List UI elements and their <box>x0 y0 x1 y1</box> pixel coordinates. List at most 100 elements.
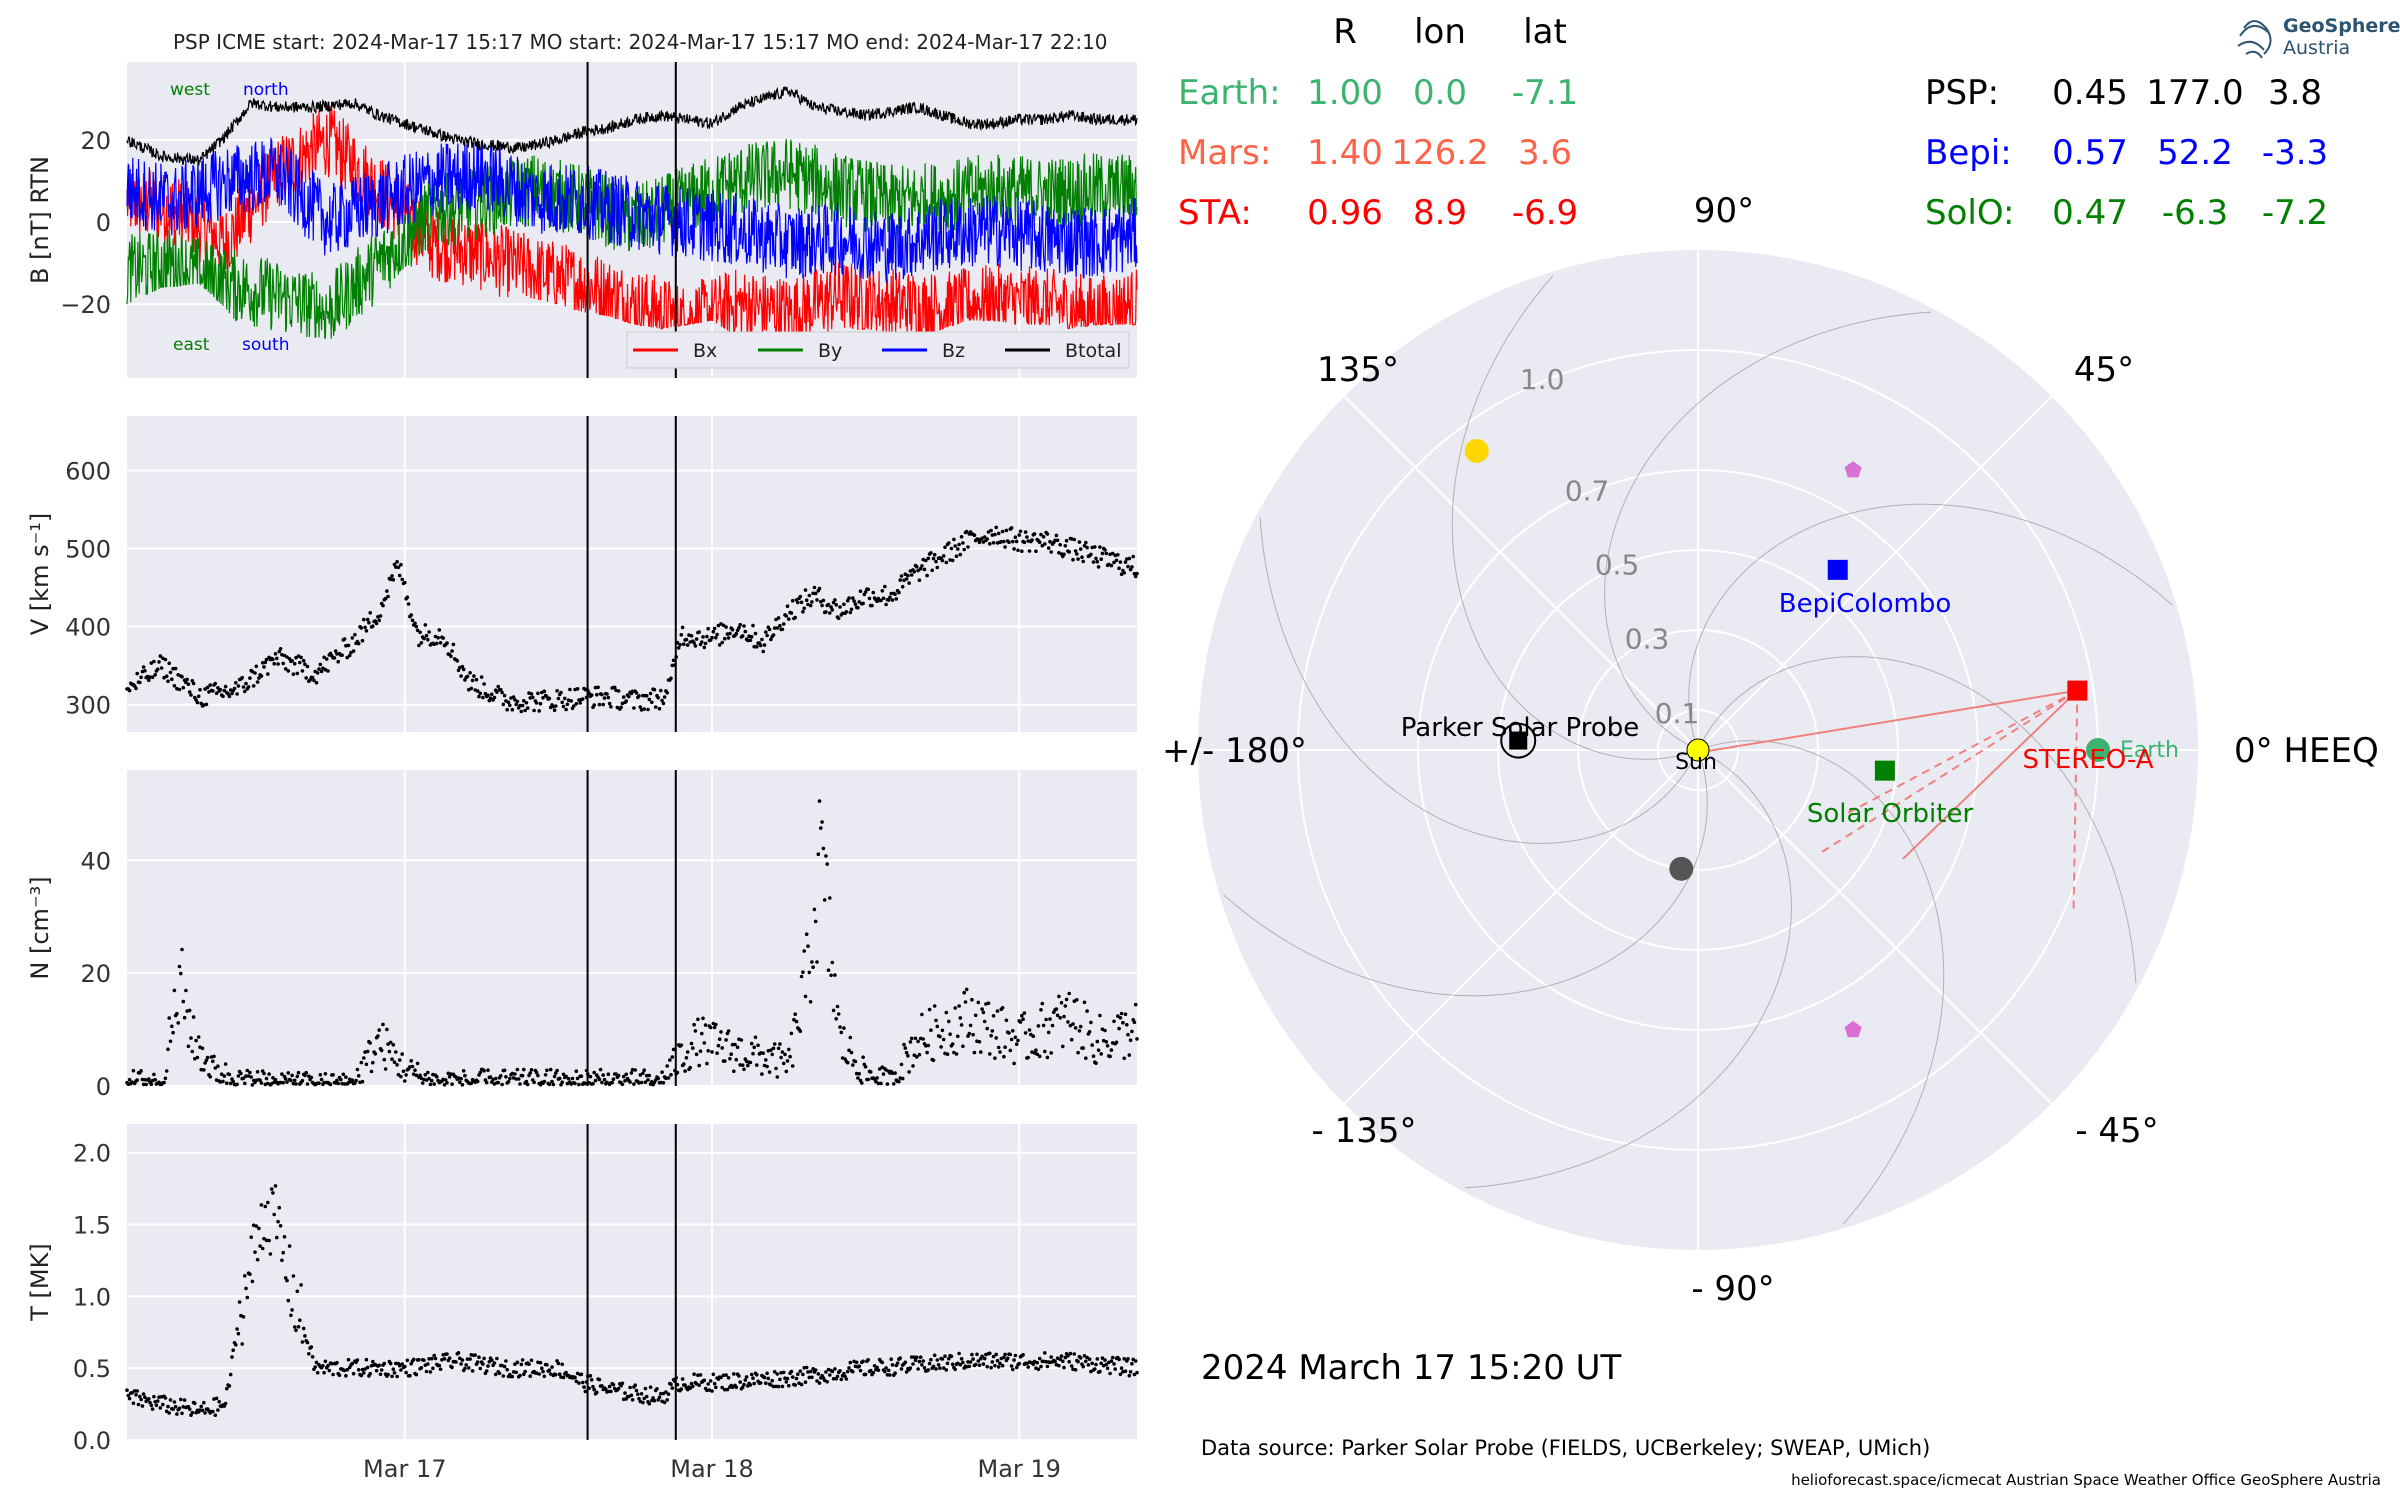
data-point <box>1098 1013 1102 1018</box>
parker-spiral-line <box>1465 753 1792 1189</box>
data-point <box>821 598 826 603</box>
data-point <box>484 1369 489 1373</box>
data-point <box>441 636 446 640</box>
data-point <box>386 1372 390 1377</box>
data-point <box>838 605 842 609</box>
data-point <box>1063 544 1068 548</box>
data-point <box>972 1050 977 1055</box>
data-point <box>941 554 946 558</box>
data-point <box>525 1082 530 1087</box>
data-point <box>665 1398 669 1402</box>
data-point <box>760 637 764 642</box>
data-point <box>386 594 390 599</box>
data-point <box>253 671 257 675</box>
data-point <box>844 1377 849 1381</box>
data-point <box>240 1342 244 1346</box>
data-point <box>908 1040 913 1044</box>
data-point <box>642 1068 646 1072</box>
data-point <box>300 669 305 673</box>
data-point <box>373 1362 378 1367</box>
data-point <box>1011 539 1015 544</box>
data-point <box>712 1381 717 1386</box>
data-point <box>1027 1028 1032 1032</box>
stereo-a-fov-line <box>1820 689 2078 854</box>
data-point <box>469 1081 474 1085</box>
position-r: 0.45 <box>2052 73 2128 113</box>
data-point <box>991 1014 996 1018</box>
legend-label-bz: Bz <box>942 340 965 362</box>
data-point <box>482 1356 486 1361</box>
data-point <box>400 1362 405 1366</box>
data-point <box>606 1072 611 1076</box>
data-point <box>1080 555 1084 559</box>
data-point <box>868 1070 873 1074</box>
data-point <box>1098 545 1102 549</box>
data-point <box>904 577 909 581</box>
data-point <box>542 1079 547 1084</box>
data-point <box>879 1081 883 1086</box>
data-point <box>1076 1359 1080 1364</box>
data-point <box>868 1368 873 1373</box>
data-point <box>561 704 566 709</box>
data-point <box>463 1073 467 1078</box>
data-point <box>921 1037 925 1041</box>
data-point <box>362 617 366 622</box>
data-point <box>656 1076 660 1081</box>
data-point <box>392 1371 397 1375</box>
data-point <box>1087 1030 1092 1034</box>
data-point <box>884 1366 888 1370</box>
data-point <box>315 671 320 675</box>
data-point <box>225 1386 229 1391</box>
data-point <box>1130 1361 1134 1366</box>
data-point <box>876 1368 881 1372</box>
data-point <box>267 1072 271 1076</box>
data-point <box>1063 1355 1068 1360</box>
data-point <box>817 586 822 591</box>
data-point <box>486 1068 490 1072</box>
data-point <box>835 1004 840 1009</box>
data-point <box>1084 1056 1088 1060</box>
data-point <box>977 1363 982 1367</box>
data-point <box>877 1067 882 1071</box>
data-point <box>952 1050 956 1055</box>
data-point <box>568 687 572 692</box>
data-point <box>312 678 316 683</box>
data-point <box>255 1257 260 1262</box>
data-point <box>1076 557 1080 561</box>
data-point <box>236 1331 241 1336</box>
data-point <box>616 1073 621 1078</box>
data-point <box>347 653 352 658</box>
data-point <box>438 1367 443 1371</box>
data-point <box>283 1077 288 1081</box>
data-point <box>326 1363 330 1368</box>
data-point <box>871 1370 876 1375</box>
data-point <box>961 1044 965 1049</box>
data-point <box>253 1250 257 1254</box>
y-tick-label: 500 <box>65 536 111 564</box>
data-point <box>781 1061 786 1066</box>
data-point <box>460 1358 465 1362</box>
data-point <box>148 675 152 679</box>
data-point <box>413 621 417 626</box>
data-point <box>1035 1052 1039 1056</box>
data-point <box>1013 535 1018 539</box>
data-point <box>778 1377 782 1382</box>
data-point <box>710 1389 714 1393</box>
data-point <box>1031 1034 1036 1038</box>
data-point <box>838 1369 842 1373</box>
data-point <box>286 1071 291 1075</box>
data-point <box>932 552 937 557</box>
data-point <box>235 1327 239 1331</box>
data-point <box>1054 1007 1059 1011</box>
data-point <box>410 1064 415 1069</box>
data-point <box>234 1343 238 1347</box>
data-point <box>661 701 666 706</box>
data-point <box>542 689 547 693</box>
data-point <box>213 681 218 686</box>
data-point <box>470 678 475 683</box>
data-point <box>391 1043 396 1047</box>
data-point <box>379 1368 384 1372</box>
data-point <box>925 1050 929 1055</box>
data-point <box>973 1013 978 1018</box>
data-point <box>543 1073 548 1077</box>
